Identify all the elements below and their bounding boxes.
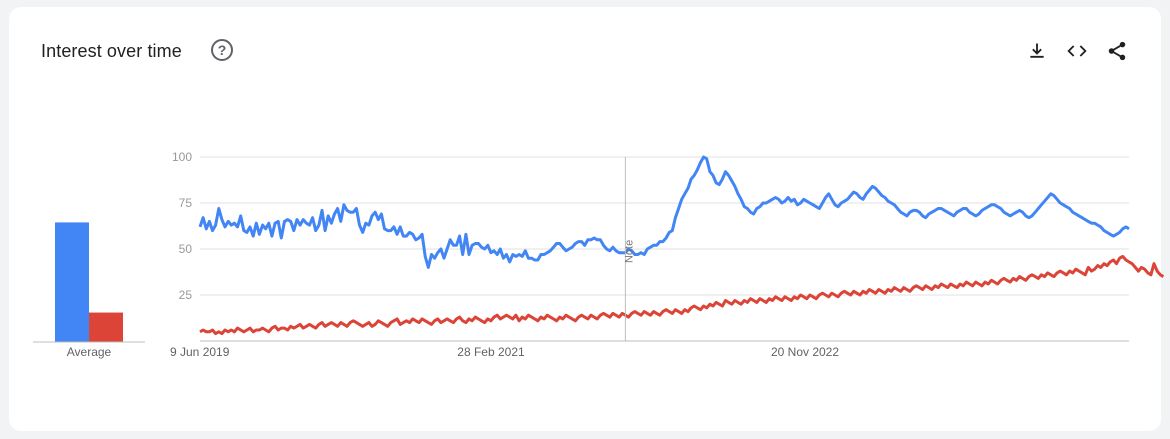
share-icon[interactable] bbox=[1105, 39, 1129, 63]
series-line-2 bbox=[199, 254, 1165, 336]
average-bar-1 bbox=[55, 222, 89, 342]
y-tick-label: 25 bbox=[179, 288, 193, 302]
interest-over-time-chart: 25 50 75 100 9 Jun 2019 28 Feb 2021 20 Nov 202… bbox=[33, 150, 1165, 359]
x-tick-label: 9 Jun 2019 bbox=[170, 345, 230, 359]
page-title: Interest over time bbox=[41, 41, 182, 61]
series-line-1 bbox=[198, 155, 1130, 269]
interest-over-time-card: Interest over time ? 25 50 75 100 9 Jun 2019… bbox=[9, 7, 1165, 431]
average-label: Average bbox=[67, 345, 112, 359]
y-tick-label: 100 bbox=[172, 150, 192, 164]
embed-code-icon[interactable] bbox=[1065, 39, 1089, 63]
help-icon[interactable]: ? bbox=[211, 39, 233, 61]
note-label: Note bbox=[623, 240, 635, 263]
average-bar-2 bbox=[89, 312, 123, 342]
y-tick-label: 50 bbox=[179, 242, 193, 256]
x-tick-label: 28 Feb 2021 bbox=[457, 345, 525, 359]
x-tick-label: 20 Nov 2022 bbox=[771, 345, 839, 359]
y-tick-label: 75 bbox=[179, 196, 193, 210]
download-icon[interactable] bbox=[1025, 39, 1049, 63]
